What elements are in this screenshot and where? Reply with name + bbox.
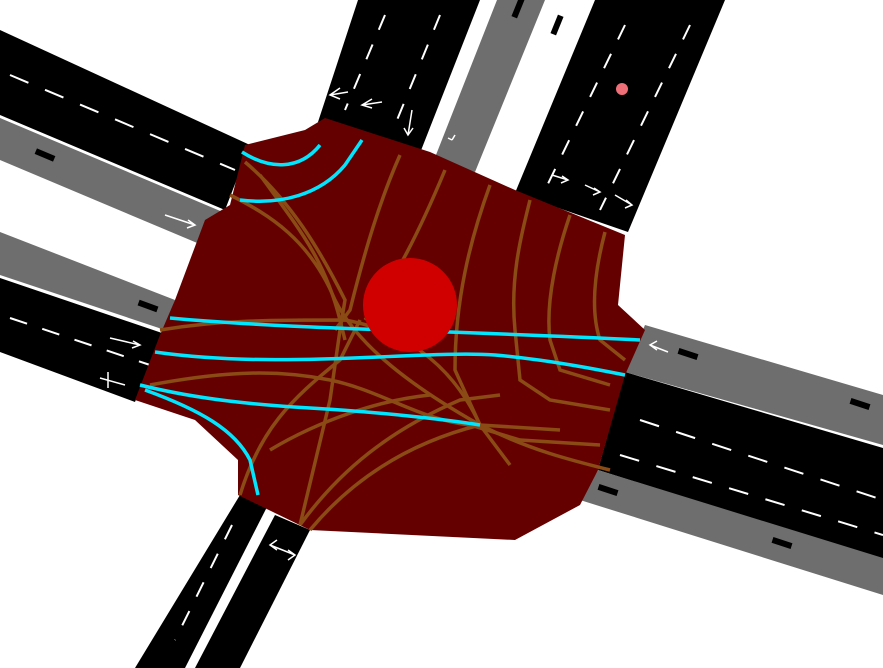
arrow-icon xyxy=(499,149,513,156)
bike-icon xyxy=(511,0,525,19)
arrow-icon xyxy=(403,109,414,137)
road-north-b[interactable] xyxy=(515,0,725,232)
bike-icon xyxy=(597,484,619,496)
road-south-b[interactable] xyxy=(195,515,310,668)
road-south-a[interactable] xyxy=(135,495,268,668)
arrow-icon xyxy=(109,337,142,349)
vehicle-point-marker[interactable] xyxy=(616,83,628,95)
road-north-a[interactable] xyxy=(318,0,480,153)
arrow-icon xyxy=(268,539,297,561)
arrow-icon xyxy=(648,340,669,353)
arrow-icon xyxy=(551,174,570,184)
vehicle-links xyxy=(149,154,627,532)
road-northwest[interactable] xyxy=(0,30,250,210)
bike-icon xyxy=(849,398,871,410)
arrow-icon xyxy=(360,98,383,109)
junction-marker[interactable] xyxy=(363,258,457,352)
road-west[interactable] xyxy=(0,278,162,402)
bike-icon xyxy=(137,299,159,313)
lane-arrows xyxy=(99,87,669,561)
arrow-icon xyxy=(447,134,456,141)
arrow-icon xyxy=(164,214,197,229)
pedestrian-crossings xyxy=(139,139,641,496)
bike-icon xyxy=(34,148,56,162)
bike-symbols xyxy=(34,0,871,549)
bike-icon xyxy=(677,348,699,360)
bike-lane-north[interactable] xyxy=(434,0,545,172)
arrow-icon xyxy=(614,194,634,209)
bike-icon xyxy=(771,537,793,549)
bike-icon xyxy=(550,14,564,36)
bike-lane-west[interactable] xyxy=(0,232,175,330)
lane-markings xyxy=(9,14,883,641)
arrow-icon xyxy=(99,372,126,388)
bike-lane-northwest[interactable] xyxy=(0,118,225,245)
arrow-icon xyxy=(584,184,602,196)
bike-lane-east-lower[interactable] xyxy=(580,470,883,595)
arrow-icon xyxy=(328,87,349,100)
